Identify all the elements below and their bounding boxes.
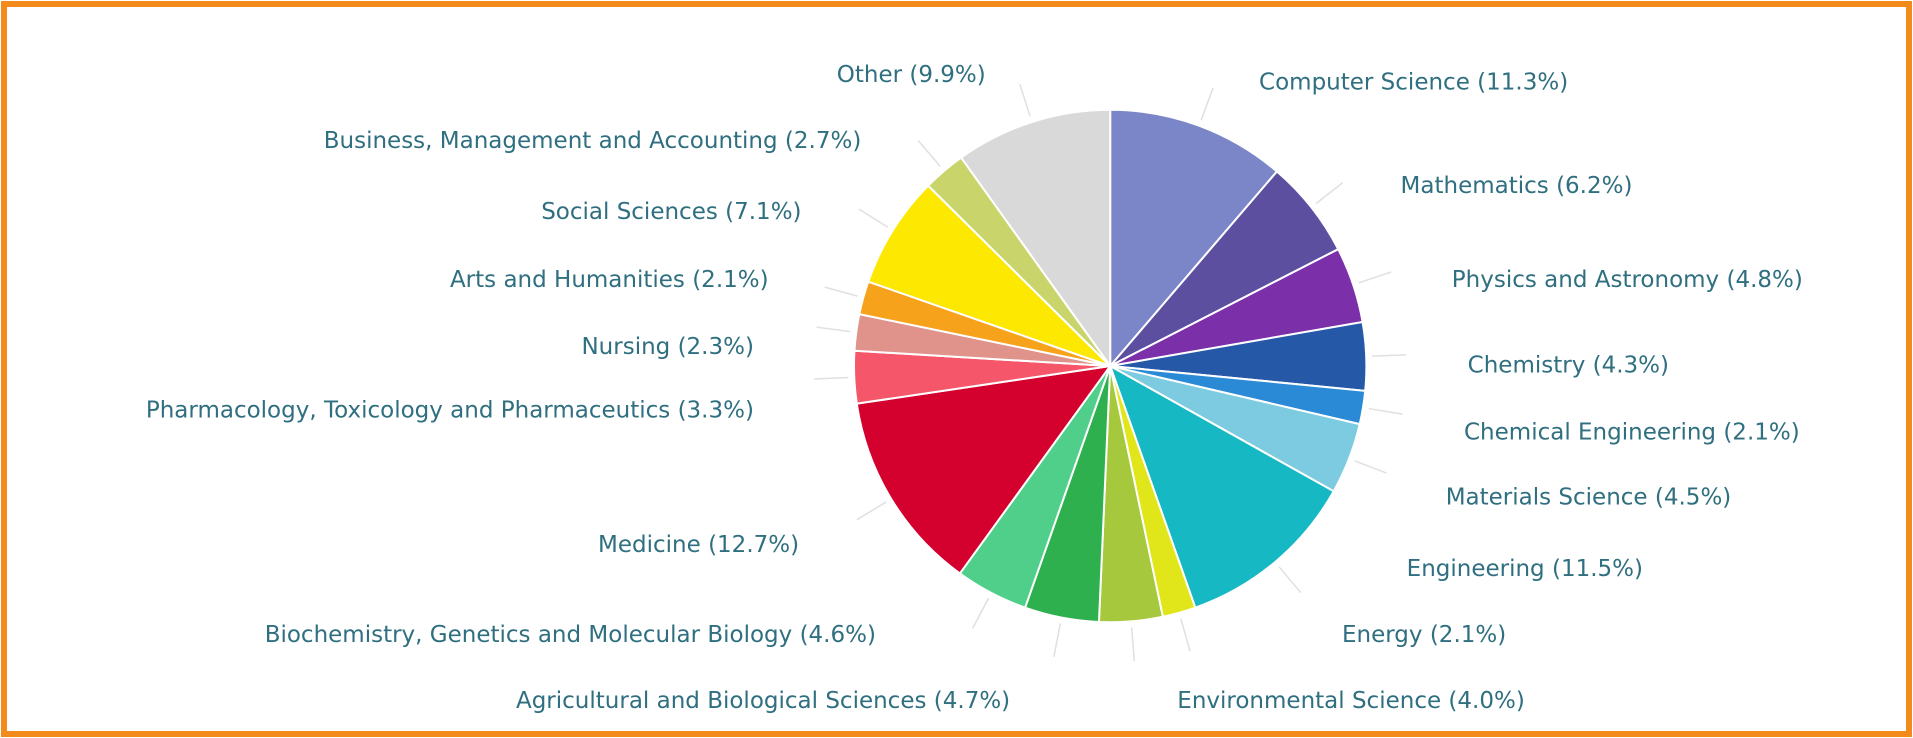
slice-label: Business, Management and Accounting (2.7… xyxy=(324,128,862,154)
leader-line xyxy=(1368,407,1403,415)
leader-line xyxy=(1315,181,1344,205)
slice-label: Arts and Humanities (2.1%) xyxy=(450,267,769,293)
leader-line xyxy=(1372,354,1407,357)
leader-line xyxy=(1358,271,1392,284)
pie-slice xyxy=(1109,108,1279,369)
leader-line xyxy=(816,326,851,333)
slice-label: Agricultural and Biological Sciences (4.… xyxy=(516,688,1010,714)
slice-label: Energy (2.1%) xyxy=(1342,622,1506,648)
leader-line xyxy=(1053,623,1062,657)
slice-label: Mathematics (6.2%) xyxy=(1401,173,1633,199)
leader-line xyxy=(1019,83,1031,117)
slice-label: Chemical Engineering (2.1%) xyxy=(1464,420,1800,446)
pie-slice xyxy=(1108,363,1336,609)
slice-label: Pharmacology, Toxicology and Pharmaceuti… xyxy=(146,398,754,424)
slice-label: Computer Science (11.3%) xyxy=(1259,69,1568,95)
slice-label: Nursing (2.3%) xyxy=(581,334,753,360)
leader-line xyxy=(1278,566,1302,594)
leader-line xyxy=(1354,460,1387,474)
pie-slice xyxy=(959,108,1112,370)
slice-label: Medicine (12.7%) xyxy=(598,532,799,558)
leader-line xyxy=(1200,87,1214,121)
slice-label: Chemistry (4.3%) xyxy=(1468,353,1669,379)
slice-label: Other (9.9%) xyxy=(837,62,986,88)
slice-label: Materials Science (4.5%) xyxy=(1446,484,1732,510)
slice-label: Engineering (11.5%) xyxy=(1407,556,1643,582)
leader-line xyxy=(972,597,990,629)
leader-line xyxy=(858,208,889,228)
slice-label: Biochemistry, Genetics and Molecular Bio… xyxy=(265,622,876,648)
pie-slice xyxy=(855,364,1113,575)
leader-line xyxy=(917,140,941,167)
slice-label: Physics and Astronomy (4.8%) xyxy=(1452,267,1803,293)
leader-line xyxy=(1130,627,1136,662)
pie-slice xyxy=(867,184,1111,367)
leader-line xyxy=(814,376,849,380)
slice-label: Environmental Science (4.0%) xyxy=(1177,688,1525,714)
leader-line xyxy=(824,286,858,297)
leader-line xyxy=(856,501,887,521)
slice-label: Social Sciences (7.1%) xyxy=(541,199,801,225)
leader-line xyxy=(1180,618,1191,652)
